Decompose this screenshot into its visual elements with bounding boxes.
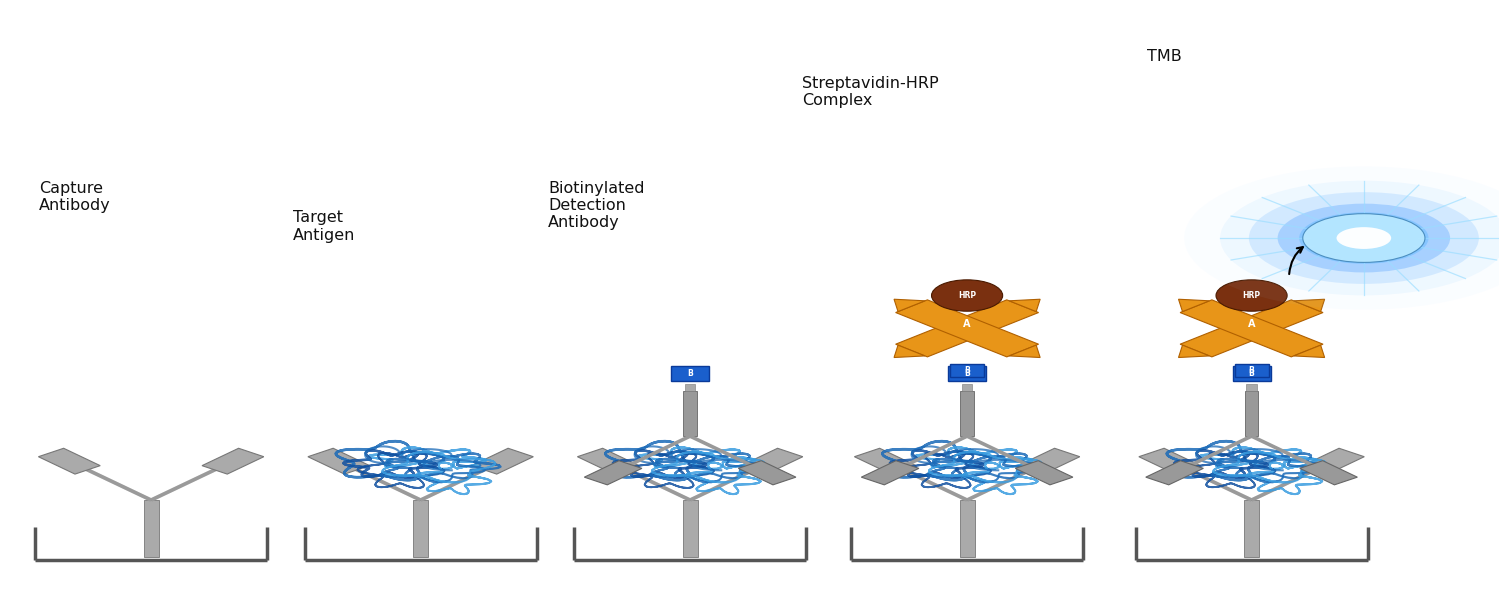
Polygon shape: [308, 448, 369, 474]
Polygon shape: [1293, 299, 1324, 311]
Polygon shape: [1010, 299, 1040, 311]
Polygon shape: [741, 448, 802, 474]
FancyBboxPatch shape: [144, 500, 159, 557]
Polygon shape: [578, 448, 639, 474]
FancyBboxPatch shape: [413, 500, 428, 557]
Ellipse shape: [932, 280, 1002, 311]
Text: B: B: [687, 369, 693, 378]
Text: HRP: HRP: [958, 291, 976, 300]
Text: A: A: [1248, 319, 1256, 329]
Polygon shape: [896, 300, 1038, 357]
FancyBboxPatch shape: [960, 500, 975, 557]
Polygon shape: [1010, 345, 1040, 358]
Circle shape: [1184, 166, 1500, 310]
Polygon shape: [202, 448, 264, 474]
Polygon shape: [738, 461, 796, 485]
Polygon shape: [894, 345, 926, 358]
FancyBboxPatch shape: [1246, 384, 1257, 391]
FancyBboxPatch shape: [960, 391, 974, 436]
Text: HRP: HRP: [1242, 291, 1260, 300]
Text: B: B: [1248, 369, 1254, 378]
Polygon shape: [1180, 300, 1323, 357]
Polygon shape: [1179, 299, 1209, 311]
Polygon shape: [39, 448, 101, 474]
Text: Biotinylated
Detection
Antibody: Biotinylated Detection Antibody: [548, 181, 645, 230]
Text: Target
Antigen: Target Antigen: [294, 211, 356, 243]
FancyBboxPatch shape: [684, 391, 698, 436]
Polygon shape: [1300, 461, 1358, 485]
Polygon shape: [1016, 461, 1072, 485]
Circle shape: [1220, 181, 1500, 295]
Text: TMB: TMB: [1148, 49, 1182, 64]
Text: Streptavidin-HRP
Complex: Streptavidin-HRP Complex: [802, 76, 939, 109]
Polygon shape: [1302, 448, 1365, 474]
FancyBboxPatch shape: [686, 384, 696, 391]
FancyBboxPatch shape: [682, 500, 698, 557]
Circle shape: [1304, 214, 1425, 262]
Text: B: B: [964, 366, 970, 375]
Polygon shape: [861, 461, 919, 485]
Text: Capture
Antibody: Capture Antibody: [39, 181, 111, 213]
Circle shape: [1299, 212, 1428, 264]
FancyBboxPatch shape: [962, 384, 972, 391]
Polygon shape: [1293, 345, 1324, 358]
Circle shape: [1336, 227, 1390, 249]
Polygon shape: [894, 299, 926, 311]
Text: A: A: [963, 319, 970, 329]
Polygon shape: [1180, 300, 1323, 357]
Polygon shape: [471, 448, 534, 474]
Polygon shape: [1146, 461, 1203, 485]
Polygon shape: [585, 461, 642, 485]
Polygon shape: [1138, 448, 1200, 474]
Circle shape: [1250, 192, 1479, 284]
FancyBboxPatch shape: [1245, 391, 1258, 436]
FancyBboxPatch shape: [1244, 500, 1258, 557]
Text: B: B: [964, 369, 970, 378]
Polygon shape: [855, 448, 916, 474]
Ellipse shape: [1216, 280, 1287, 311]
Polygon shape: [1179, 345, 1209, 358]
Text: B: B: [1248, 366, 1254, 375]
Polygon shape: [1019, 448, 1080, 474]
Polygon shape: [896, 300, 1038, 357]
Circle shape: [1278, 203, 1450, 272]
